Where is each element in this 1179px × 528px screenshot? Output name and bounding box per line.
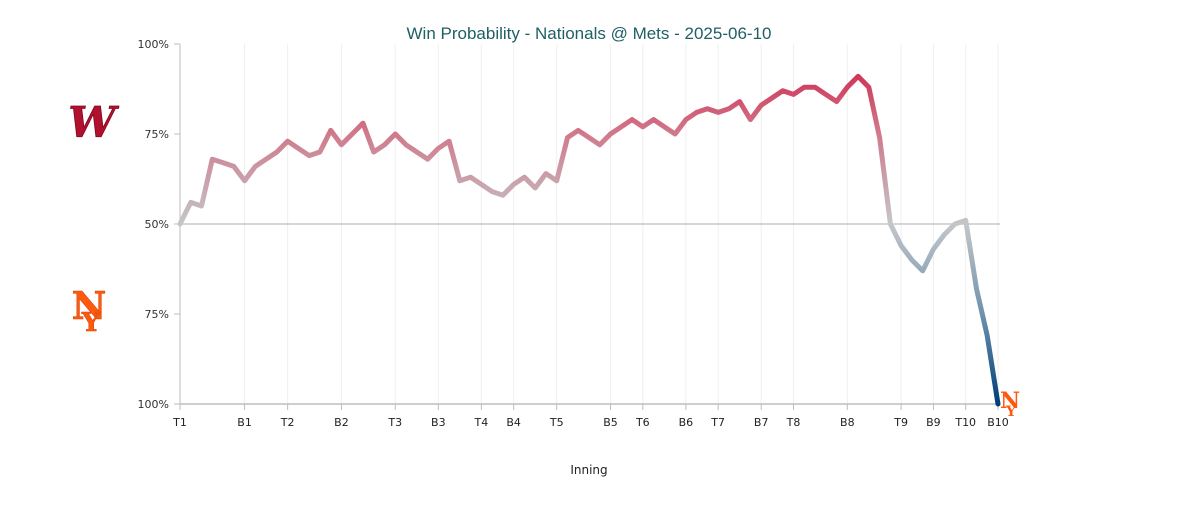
x-tick-label: B3 <box>431 416 446 429</box>
svg-text:W: W <box>68 98 119 147</box>
x-tick-label: B8 <box>840 416 855 429</box>
mets-end-logo: N Y <box>1000 388 1020 420</box>
x-tick-label: B1 <box>237 416 252 429</box>
x-tick-label: T3 <box>387 416 402 429</box>
svg-text:Y: Y <box>81 308 101 338</box>
x-axis-ticks: T1 B1 T2 B2 T3 B3 T4 B4 T5 B5 T6 B6 T7 B7 T8 B8 T9 B9 T10 B… <box>172 404 1009 429</box>
y-tick-label: 100% <box>138 38 169 51</box>
nationals-logo: W <box>68 98 120 148</box>
x-tick-label: T1 <box>172 416 187 429</box>
x-tick-label: B4 <box>506 416 521 429</box>
mets-logo: N Y <box>71 283 107 339</box>
x-tick-label: T8 <box>786 416 801 429</box>
x-tick-label: B7 <box>754 416 769 429</box>
y-tick-label: 100% <box>138 398 169 411</box>
x-tick-label: B6 <box>679 416 694 429</box>
x-tick-label: T7 <box>710 416 725 429</box>
x-tick-label: B10 <box>987 416 1009 429</box>
svg-text:N: N <box>1000 388 1020 414</box>
win-probability-line <box>177 73 1001 407</box>
x-tick-label: B2 <box>334 416 349 429</box>
svg-text:Y: Y <box>1005 404 1017 420</box>
x-tick-label: T2 <box>280 416 295 429</box>
y-tick-label: 75% <box>145 308 169 321</box>
x-tick-label: T6 <box>635 416 650 429</box>
chart-title: Win Probability - Nationals @ Mets - 202… <box>407 24 772 43</box>
x-tick-label: T9 <box>893 416 908 429</box>
x-tick-label: B9 <box>926 416 941 429</box>
x-tick-label: T4 <box>474 416 489 429</box>
y-tick-label: 75% <box>145 128 169 141</box>
svg-text:N: N <box>72 283 107 328</box>
x-tick-label: B5 <box>603 416 618 429</box>
y-tick-label: 50% <box>145 218 169 231</box>
x-tick-label: T10 <box>954 416 976 429</box>
x-tick-label: T5 <box>549 416 564 429</box>
x-axis-label: Inning <box>570 463 607 477</box>
y-axis-ticks: 100% 75% 50% 75% 100% <box>138 38 180 411</box>
